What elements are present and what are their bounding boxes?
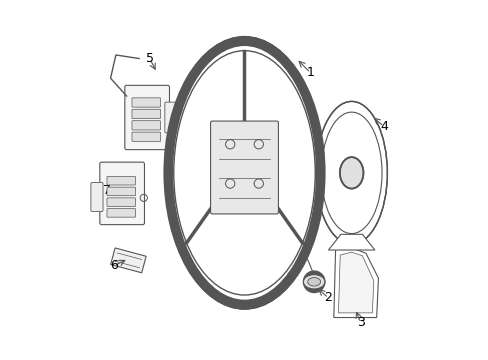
Text: 6: 6 (110, 259, 118, 272)
Text: 7: 7 (103, 184, 111, 197)
Polygon shape (328, 234, 374, 250)
Ellipse shape (315, 102, 386, 244)
FancyBboxPatch shape (132, 98, 160, 107)
FancyBboxPatch shape (91, 183, 103, 211)
FancyBboxPatch shape (132, 121, 160, 130)
FancyBboxPatch shape (124, 85, 169, 150)
Ellipse shape (339, 157, 363, 189)
FancyBboxPatch shape (210, 121, 278, 214)
FancyBboxPatch shape (132, 109, 160, 118)
Ellipse shape (303, 275, 324, 289)
Text: 2: 2 (324, 291, 332, 305)
Text: 3: 3 (356, 316, 364, 329)
Polygon shape (333, 248, 378, 318)
FancyBboxPatch shape (132, 132, 160, 141)
Text: 5: 5 (145, 52, 154, 65)
FancyBboxPatch shape (107, 176, 135, 185)
Polygon shape (110, 248, 146, 273)
FancyBboxPatch shape (107, 198, 135, 206)
Circle shape (303, 271, 324, 293)
Polygon shape (338, 252, 373, 313)
FancyBboxPatch shape (100, 162, 144, 225)
Ellipse shape (307, 278, 320, 286)
FancyBboxPatch shape (164, 102, 176, 133)
Ellipse shape (165, 37, 323, 309)
FancyBboxPatch shape (107, 208, 135, 217)
FancyBboxPatch shape (107, 187, 135, 196)
Text: 1: 1 (306, 66, 314, 79)
Text: 4: 4 (379, 120, 387, 133)
